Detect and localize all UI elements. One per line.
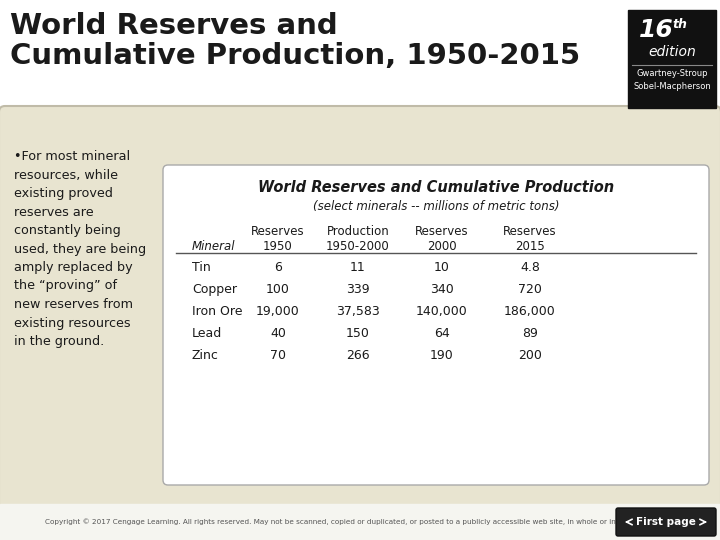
Text: Cumulative Production, 1950-2015: Cumulative Production, 1950-2015 [10, 42, 580, 70]
Text: First page: First page [636, 517, 696, 527]
Text: Reserves: Reserves [415, 225, 469, 238]
Text: Gwartney-Stroup: Gwartney-Stroup [636, 69, 708, 78]
Text: 720: 720 [518, 283, 542, 296]
Text: 64: 64 [434, 327, 450, 340]
Text: World Reserves and: World Reserves and [10, 12, 338, 40]
Text: 150: 150 [346, 327, 370, 340]
Text: •For most mineral
resources, while
existing proved
reserves are
constantly being: •For most mineral resources, while exist… [14, 150, 146, 348]
Text: 339: 339 [346, 283, 370, 296]
Text: 37,583: 37,583 [336, 305, 380, 318]
Text: 89: 89 [522, 327, 538, 340]
Text: 1950: 1950 [263, 240, 293, 253]
Text: Copyright © 2017 Cengage Learning. All rights reserved. May not be scanned, copi: Copyright © 2017 Cengage Learning. All r… [45, 518, 635, 525]
Text: Lead: Lead [192, 327, 222, 340]
Text: 190: 190 [430, 349, 454, 362]
Text: 266: 266 [346, 349, 370, 362]
FancyBboxPatch shape [0, 106, 720, 511]
Text: 10: 10 [434, 261, 450, 274]
Text: 16: 16 [639, 18, 673, 42]
Bar [0, 0, 720, 110]
Text: 6: 6 [274, 261, 282, 274]
Text: 2015: 2015 [515, 240, 545, 253]
Text: 186,000: 186,000 [504, 305, 556, 318]
Text: Iron Ore: Iron Ore [192, 305, 243, 318]
Text: th: th [672, 18, 687, 31]
FancyBboxPatch shape [616, 508, 716, 536]
Text: edition: edition [648, 45, 696, 59]
Text: Reserves: Reserves [251, 225, 305, 238]
Text: 19,000: 19,000 [256, 305, 300, 318]
Text: Copper: Copper [192, 283, 237, 296]
Text: 200: 200 [518, 349, 542, 362]
Text: Reserves: Reserves [503, 225, 557, 238]
Text: 2000: 2000 [427, 240, 456, 253]
Text: Production: Production [327, 225, 390, 238]
Text: Sobel-Macpherson: Sobel-Macpherson [633, 82, 711, 91]
Bar [628, 10, 716, 108]
Text: Tin: Tin [192, 261, 211, 274]
FancyBboxPatch shape [163, 165, 709, 485]
Text: 340: 340 [430, 283, 454, 296]
Text: 140,000: 140,000 [416, 305, 468, 318]
Text: Mineral: Mineral [192, 240, 235, 253]
Text: 70: 70 [270, 349, 286, 362]
Text: Zinc: Zinc [192, 349, 219, 362]
Text: (select minerals -- millions of metric tons): (select minerals -- millions of metric t… [312, 200, 559, 213]
Text: 11: 11 [350, 261, 366, 274]
Text: 100: 100 [266, 283, 290, 296]
Text: 1950-2000: 1950-2000 [326, 240, 390, 253]
Text: 40: 40 [270, 327, 286, 340]
Text: World Reserves and Cumulative Production: World Reserves and Cumulative Production [258, 180, 614, 195]
Bar [0, 504, 720, 540]
Text: 4.8: 4.8 [520, 261, 540, 274]
